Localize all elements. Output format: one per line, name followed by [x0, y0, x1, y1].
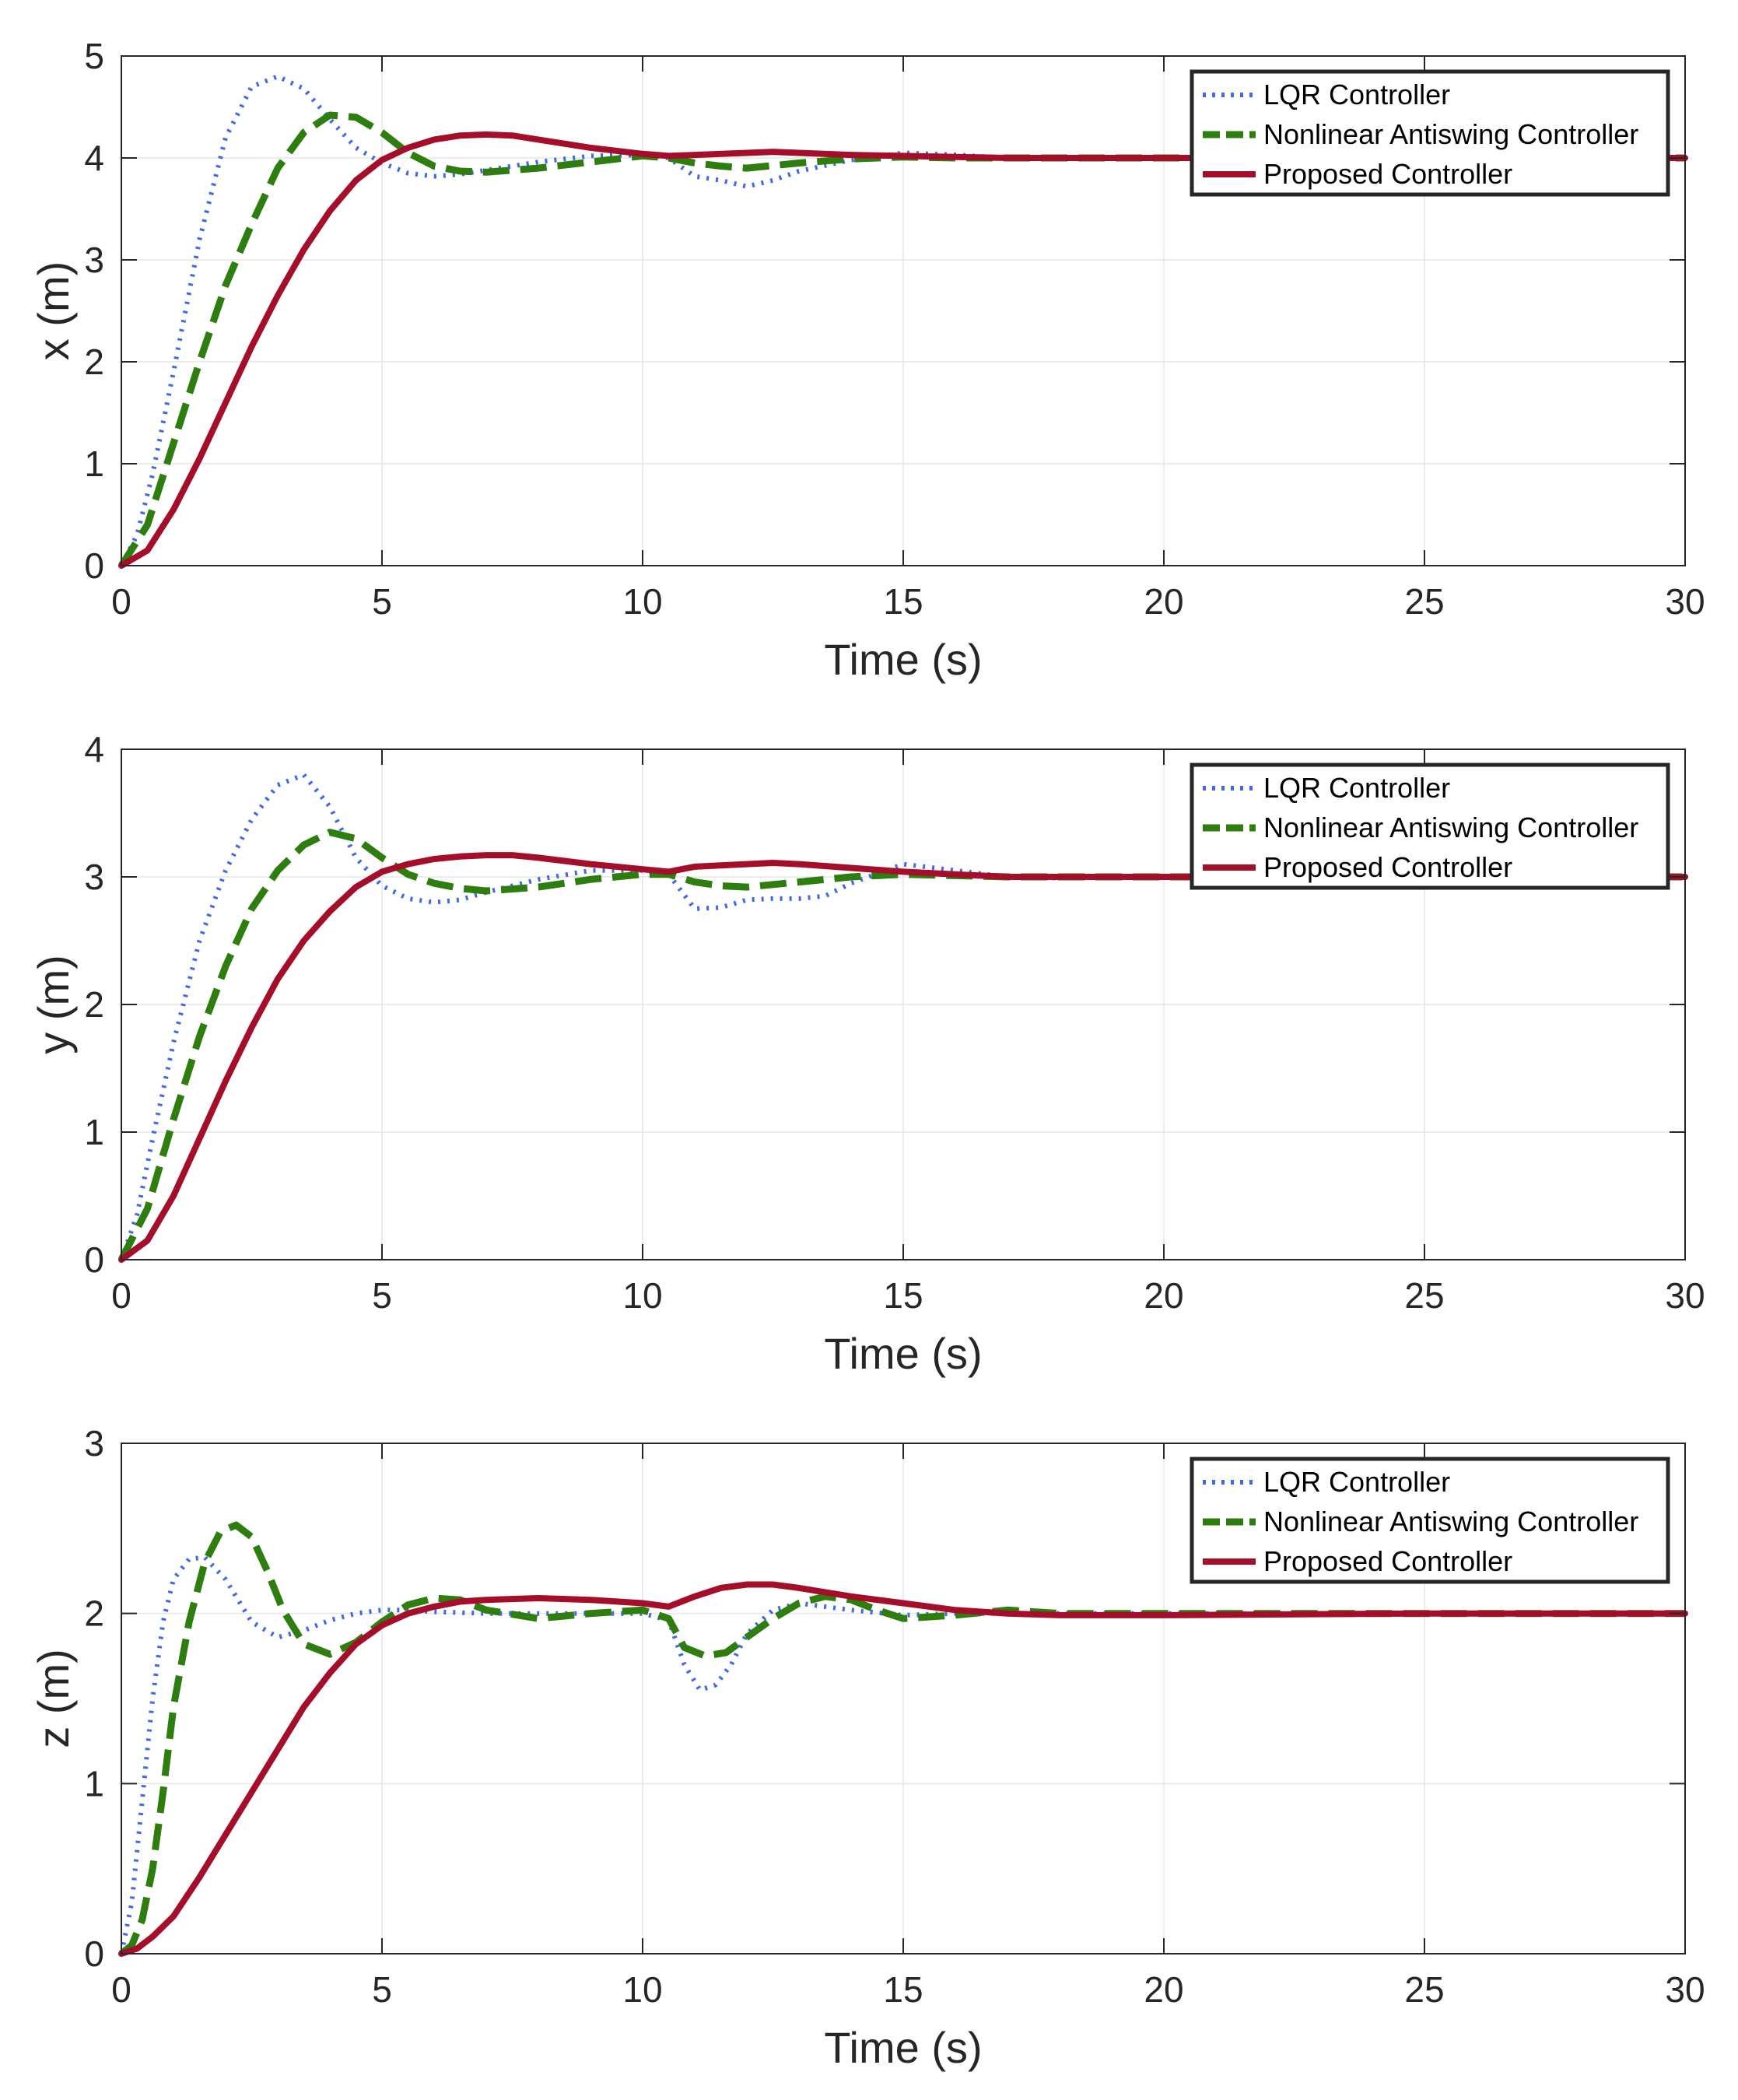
chart-panel-z-position: 0 5 10 15 20 25 30 0 1 2 3 Time (s) z (m) LQR Control… — [29, 1423, 1705, 2072]
chart-2-legend-box — [1190, 1457, 1670, 1584]
chart-0-legend-label-nonlinear-antiswing-controller: Nonlinear Antiswing Controller — [1263, 118, 1638, 150]
chart-1-y-tick-label: 2 — [84, 984, 104, 1025]
chart-0-legend-label-lqr-controller: LQR Controller — [1263, 79, 1450, 110]
chart-panel-x-position: 0 5 10 15 20 25 30 0 1 2 3 4 5 Time (s) x (m) LQR Contr… — [29, 36, 1705, 684]
chart-0-y-axis-label: x (m) — [29, 261, 78, 361]
chart-0-legend-box — [1190, 69, 1670, 197]
chart-2-y-tick-label: 0 — [84, 1933, 104, 1974]
chart-2-x-tick-label: 5 — [372, 1969, 392, 2010]
chart-1-x-tick-label: 20 — [1144, 1275, 1183, 1316]
chart-0-legend: LQR Controller Nonlinear Antiswing Contro… — [1190, 69, 1670, 197]
chart-0-y-tick-label: 5 — [84, 36, 104, 76]
chart-2-legend-label-nonlinear-antiswing-controller: Nonlinear Antiswing Controller — [1263, 1506, 1638, 1537]
chart-1-series-proposed-controller — [118, 852, 1688, 1263]
chart-1-x-tick-label: 15 — [883, 1275, 923, 1316]
chart-2-legend-label-proposed-controller: Proposed Controller — [1263, 1545, 1512, 1577]
chart-0-x-tick-label: 25 — [1404, 581, 1444, 622]
chart-panel-y-position: 0 5 10 15 20 25 30 0 1 2 3 4 Time (s) y (m) LQR Contro… — [29, 729, 1705, 1378]
chart-2-x-axis-label: Time (s) — [824, 2023, 982, 2072]
chart-1-x-tick-label: 30 — [1665, 1275, 1705, 1316]
chart-1-y-tick-label: 4 — [84, 729, 104, 770]
chart-1-x-tick-label: 5 — [372, 1275, 392, 1316]
chart-1-x-tick-label: 25 — [1404, 1275, 1444, 1316]
chart-2-x-tick-label: 10 — [622, 1969, 662, 2010]
chart-0-y-tick-label: 0 — [84, 545, 104, 586]
chart-1-y-tick-label: 1 — [84, 1112, 104, 1152]
chart-2-legend: LQR Controller Nonlinear Antiswing Contro… — [1190, 1457, 1670, 1584]
chart-0-x-tick-label: 0 — [111, 581, 131, 622]
chart-1-y-tick-label: 0 — [84, 1239, 104, 1280]
chart-0-y-tick-label: 1 — [84, 443, 104, 484]
chart-2-x-tick-label: 0 — [111, 1969, 131, 2010]
chart-1-x-tick-label: 0 — [111, 1275, 131, 1316]
chart-2-series-nonlinear-antiswing-controller — [119, 1521, 1685, 1957]
chart-1-legend-box — [1190, 763, 1670, 890]
chart-0-legend-label-proposed-controller: Proposed Controller — [1263, 158, 1512, 190]
chart-1-legend: LQR Controller Nonlinear Antiswing Contro… — [1190, 763, 1670, 890]
chart-2-series-proposed-controller — [118, 1581, 1688, 1957]
chart-1-y-axis-label: y (m) — [29, 955, 78, 1054]
chart-1-x-axis-label: Time (s) — [824, 1329, 982, 1378]
chart-0-x-axis-label: Time (s) — [824, 635, 982, 684]
chart-2-y-axis-label: z (m) — [29, 1649, 78, 1748]
chart-2-y-tick-label: 1 — [84, 1763, 104, 1804]
chart-1-legend-label-lqr-controller: LQR Controller — [1263, 772, 1450, 804]
chart-2-y-tick-label: 3 — [84, 1423, 104, 1464]
chart-2-y-tick-label: 2 — [84, 1593, 104, 1634]
chart-2-series-lqr-controller — [119, 1555, 1685, 1955]
chart-2-x-tick-label: 25 — [1404, 1969, 1444, 2010]
chart-0-x-tick-label: 10 — [622, 581, 662, 622]
chart-0-x-tick-label: 20 — [1144, 581, 1183, 622]
chart-0-x-tick-label: 5 — [372, 581, 392, 622]
chart-2-x-tick-label: 20 — [1144, 1969, 1183, 2010]
chart-2-x-tick-label: 15 — [883, 1969, 923, 2010]
chart-0-y-tick-label: 2 — [84, 342, 104, 382]
chart-1-y-tick-label: 3 — [84, 857, 104, 897]
chart-1-legend-label-nonlinear-antiswing-controller: Nonlinear Antiswing Controller — [1263, 812, 1638, 843]
chart-0-y-tick-label: 3 — [84, 240, 104, 280]
chart-2-legend-label-lqr-controller: LQR Controller — [1263, 1466, 1450, 1498]
chart-1-legend-label-proposed-controller: Proposed Controller — [1263, 851, 1512, 883]
chart-0-x-tick-label: 15 — [883, 581, 923, 622]
chart-0-series-proposed-controller — [118, 131, 1688, 569]
chart-0-y-tick-label: 4 — [84, 138, 104, 178]
chart-2-x-tick-label: 30 — [1665, 1969, 1705, 2010]
chart-0-x-tick-label: 30 — [1665, 581, 1705, 622]
chart-1-x-tick-label: 10 — [622, 1275, 662, 1316]
